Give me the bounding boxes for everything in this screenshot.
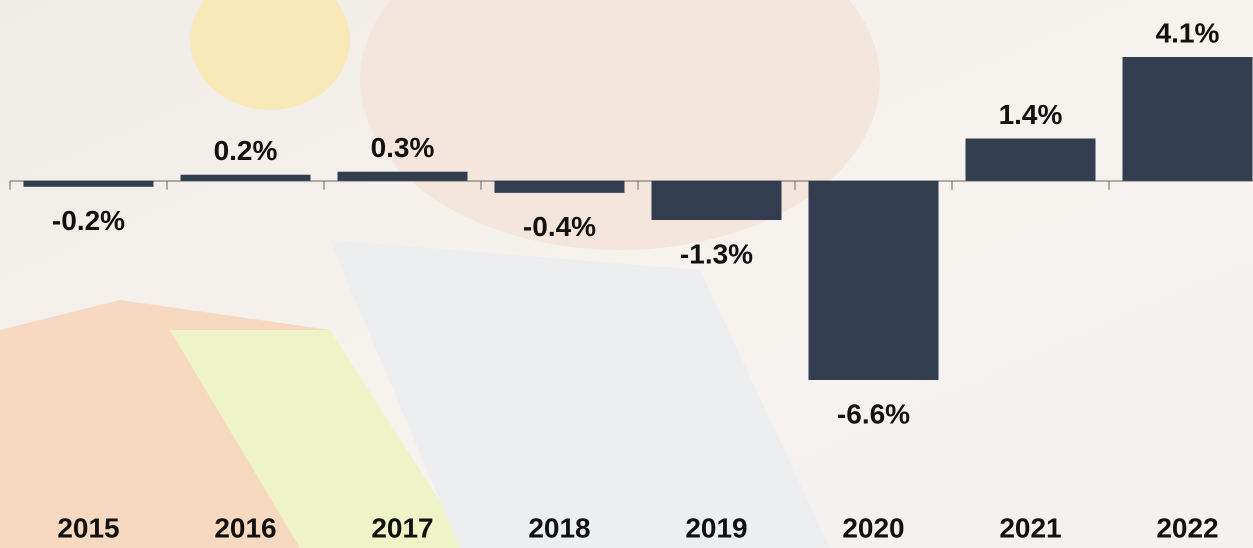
x-tick-label: 2022: [1156, 512, 1218, 543]
background-vest-stripe: [170, 330, 470, 548]
x-tick-label: 2015: [57, 512, 119, 543]
bar: [337, 171, 468, 181]
bar: [1122, 57, 1253, 181]
value-label: -0.2%: [52, 205, 125, 236]
bar: [808, 180, 939, 380]
x-tick-label: 2020: [842, 512, 904, 543]
x-tick-label: 2019: [685, 512, 747, 543]
bar: [651, 180, 782, 221]
value-label: 0.3%: [371, 132, 435, 163]
value-label: -0.4%: [523, 211, 596, 242]
value-label: 0.2%: [214, 135, 278, 166]
bar: [965, 138, 1096, 181]
background-helmet: [190, 0, 350, 110]
bar: [23, 180, 154, 187]
bar: [494, 180, 625, 193]
bar: [180, 174, 311, 181]
x-tick-label: 2018: [528, 512, 590, 543]
x-tick-label: 2017: [371, 512, 433, 543]
background-shirt: [330, 240, 830, 548]
x-tick-label: 2021: [999, 512, 1061, 543]
value-label: -6.6%: [837, 398, 910, 429]
value-label: 4.1%: [1156, 17, 1220, 48]
x-tick-label: 2016: [214, 512, 276, 543]
value-label: -1.3%: [680, 238, 753, 269]
value-label: 1.4%: [999, 99, 1063, 130]
